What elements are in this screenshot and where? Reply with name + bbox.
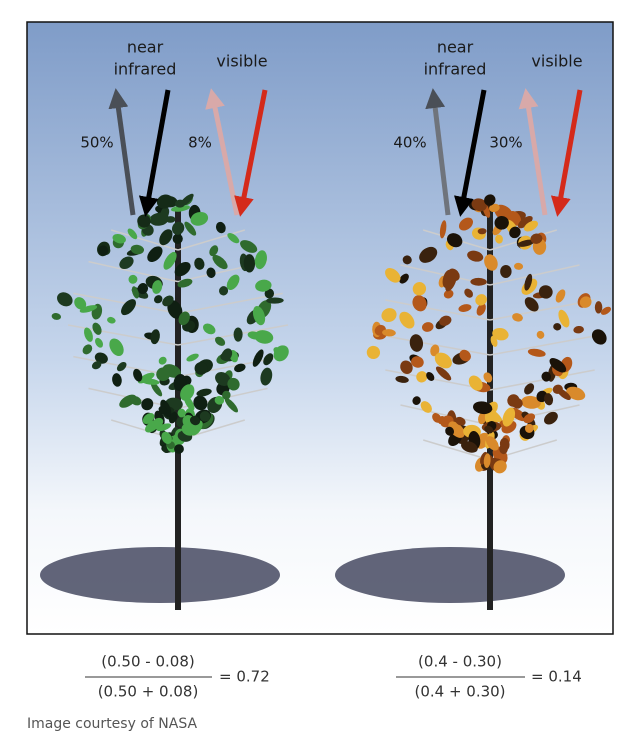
label: visible (216, 52, 267, 71)
percent: 50% (80, 134, 113, 152)
numerator: (0.50 - 0.08) (101, 653, 194, 671)
label: infrared (114, 60, 177, 79)
result: = 0.72 (219, 668, 270, 686)
percent: 40% (393, 134, 426, 152)
result: = 0.14 (531, 668, 582, 686)
denominator: (0.50 + 0.08) (98, 683, 199, 701)
label: infrared (424, 60, 487, 79)
numerator: (0.4 - 0.30) (418, 653, 502, 671)
label: near (127, 38, 164, 57)
shadow (335, 547, 565, 603)
caption: Image courtesy of NASA (27, 716, 197, 732)
label: visible (531, 52, 582, 71)
label: near (437, 38, 474, 57)
shadow (40, 547, 280, 603)
percent: 30% (489, 134, 522, 152)
percent: 8% (188, 134, 212, 152)
leaf (244, 254, 256, 272)
leaf (234, 327, 243, 341)
denominator: (0.4 + 0.30) (414, 683, 505, 701)
image-frame (27, 22, 613, 634)
leaf (595, 301, 603, 313)
diagram: near infrared visible 50% 8% near infrar… (0, 0, 624, 734)
